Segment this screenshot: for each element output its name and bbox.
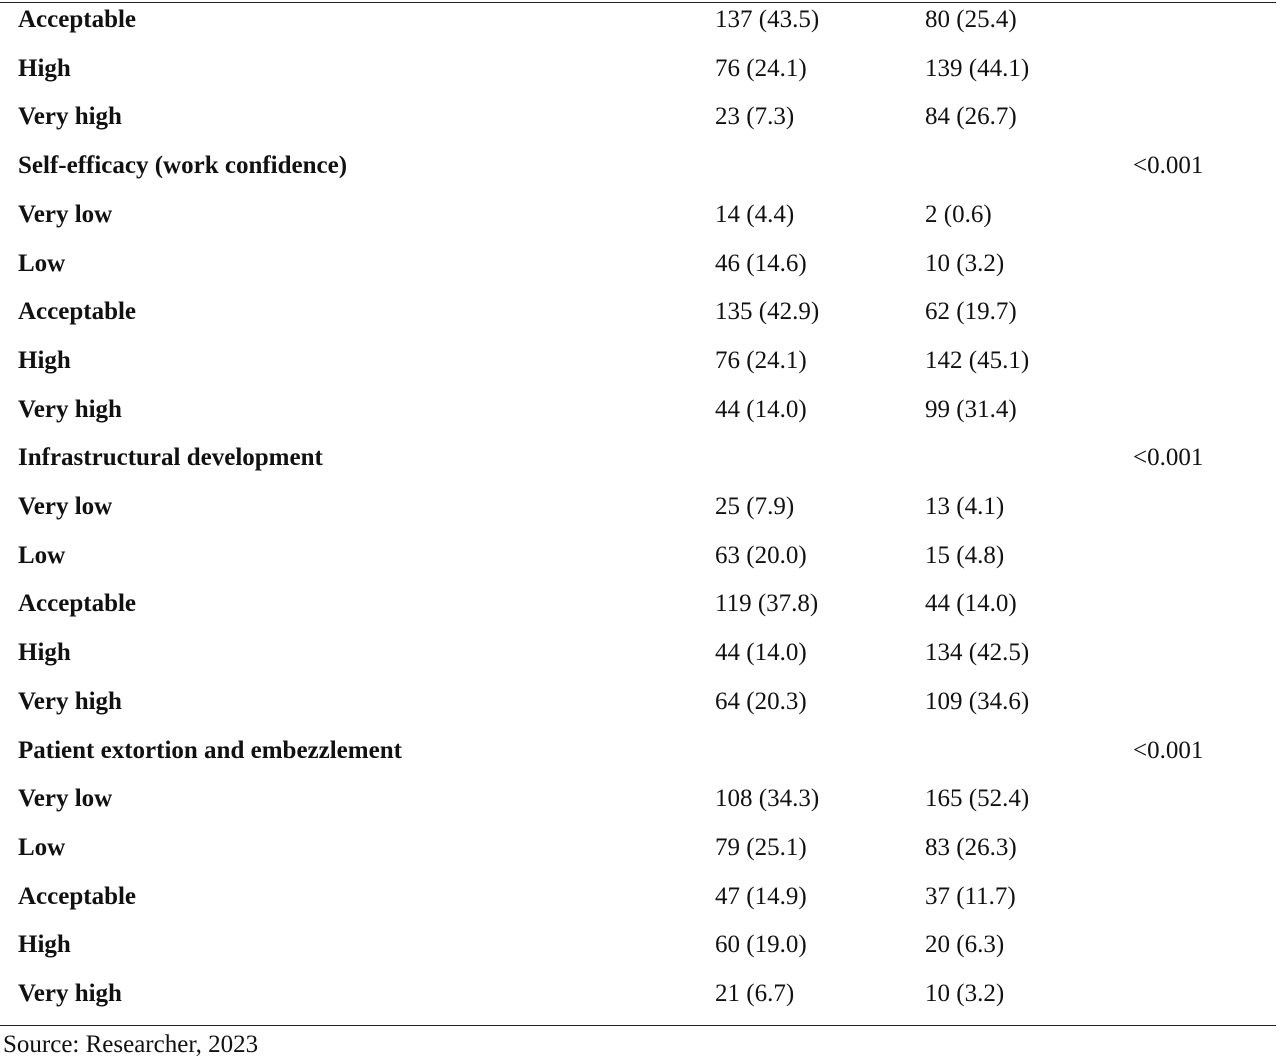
section-label: Patient extortion and embezzlement bbox=[18, 736, 402, 764]
row-label: High bbox=[18, 639, 71, 667]
column-1-value: 64 (20.3) bbox=[715, 687, 807, 715]
row-label: High bbox=[18, 54, 71, 82]
p-value: <0.001 bbox=[1133, 152, 1204, 180]
column-2-value: 165 (52.4) bbox=[925, 785, 1030, 813]
table-row: Low 46 (14.6) 10 (3.2) bbox=[0, 244, 1276, 292]
column-1-value: 25 (7.9) bbox=[715, 493, 795, 520]
table-row: Very high 64 (20.3) 109 (34.6) bbox=[0, 682, 1276, 730]
section-label: Self-efficacy (work confidence) bbox=[18, 152, 348, 180]
column-2-value: 84 (26.7) bbox=[925, 103, 1017, 131]
column-2-value: 13 (4.1) bbox=[925, 493, 1005, 520]
table-row: High 60 (19.0) 20 (6.3) bbox=[0, 925, 1276, 973]
table-row: Acceptable 119 (37.8) 44 (14.0) bbox=[0, 584, 1276, 632]
row-label: Very low bbox=[18, 493, 113, 520]
column-2-value: 62 (19.7) bbox=[925, 298, 1017, 326]
column-1-value: 46 (14.6) bbox=[715, 249, 807, 277]
source-note: Source: Researcher, 2023 bbox=[3, 1031, 259, 1058]
row-label: Low bbox=[18, 541, 66, 569]
column-1-value: 44 (14.0) bbox=[715, 395, 807, 423]
column-1-value: 119 (37.8) bbox=[715, 590, 819, 618]
row-label: Acceptable bbox=[18, 298, 137, 326]
column-1-value: 76 (24.1) bbox=[715, 346, 807, 374]
row-label: High bbox=[18, 346, 71, 374]
column-1-value: 14 (4.4) bbox=[715, 200, 795, 228]
column-1-value: 47 (14.9) bbox=[715, 882, 807, 910]
column-2-value: 80 (25.4) bbox=[925, 6, 1017, 33]
table-row: Very low 14 (4.4) 2 (0.6) bbox=[0, 195, 1276, 243]
column-1-value: 63 (20.0) bbox=[715, 541, 807, 569]
table-section-row: Infrastructural development <0.001 bbox=[0, 438, 1276, 486]
row-label: Very high bbox=[18, 687, 122, 715]
column-2-value: 134 (42.5) bbox=[925, 639, 1030, 667]
column-2-value: 44 (14.0) bbox=[925, 590, 1017, 618]
column-1-value: 76 (24.1) bbox=[715, 54, 807, 82]
row-label: Low bbox=[18, 833, 66, 861]
table-row: Very high 44 (14.0) 99 (31.4) bbox=[0, 390, 1276, 438]
column-2-value: 37 (11.7) bbox=[925, 882, 1016, 910]
column-1-value: 79 (25.1) bbox=[715, 833, 807, 861]
column-1-value: 21 (6.7) bbox=[715, 980, 795, 1007]
table-bottom-rule bbox=[0, 1025, 1276, 1026]
column-1-value: 44 (14.0) bbox=[715, 639, 807, 667]
row-label: Acceptable bbox=[18, 6, 137, 33]
row-label: Acceptable bbox=[18, 882, 137, 910]
row-label: Very low bbox=[18, 200, 113, 228]
row-label: Low bbox=[18, 249, 66, 277]
table-row: Low 63 (20.0) 15 (4.8) bbox=[0, 536, 1276, 584]
column-2-value: 99 (31.4) bbox=[925, 395, 1017, 423]
table-row: High 76 (24.1) 142 (45.1) bbox=[0, 341, 1276, 389]
row-label: Acceptable bbox=[18, 590, 137, 618]
column-1-value: 23 (7.3) bbox=[715, 103, 795, 131]
row-label: High bbox=[18, 931, 71, 959]
column-2-value: 10 (3.2) bbox=[925, 980, 1005, 1007]
p-value: <0.001 bbox=[1133, 444, 1204, 472]
table-row: Low 79 (25.1) 83 (26.3) bbox=[0, 828, 1276, 876]
column-2-value: 142 (45.1) bbox=[925, 346, 1030, 374]
row-label: Very high bbox=[18, 395, 122, 423]
column-1-value: 137 (43.5) bbox=[715, 6, 820, 33]
column-1-value: 135 (42.9) bbox=[715, 298, 820, 326]
column-2-value: 2 (0.6) bbox=[925, 200, 992, 228]
table-row: Acceptable 135 (42.9) 62 (19.7) bbox=[0, 292, 1276, 340]
column-2-value: 15 (4.8) bbox=[925, 541, 1005, 569]
table-row: Very high 21 (6.7) 10 (3.2) bbox=[0, 974, 1276, 1022]
table-row: Acceptable 47 (14.9) 37 (11.7) bbox=[0, 877, 1276, 925]
row-label: Very low bbox=[18, 785, 113, 813]
table-row: Very high 23 (7.3) 84 (26.7) bbox=[0, 97, 1276, 145]
section-label: Infrastructural development bbox=[18, 444, 323, 472]
column-2-value: 83 (26.3) bbox=[925, 833, 1017, 861]
table-top-rule bbox=[0, 2, 1276, 3]
column-2-value: 139 (44.1) bbox=[925, 54, 1030, 82]
table-row: Very low 108 (34.3) 165 (52.4) bbox=[0, 779, 1276, 827]
table-row: High 44 (14.0) 134 (42.5) bbox=[0, 633, 1276, 681]
p-value: <0.001 bbox=[1133, 736, 1204, 764]
table-row: Very low 25 (7.9) 13 (4.1) bbox=[0, 487, 1276, 535]
table-row: Acceptable 137 (43.5) 80 (25.4) bbox=[0, 0, 1276, 48]
column-2-value: 20 (6.3) bbox=[925, 931, 1005, 959]
row-label: Very high bbox=[18, 980, 122, 1007]
table-row: High 76 (24.1) 139 (44.1) bbox=[0, 49, 1276, 97]
column-2-value: 10 (3.2) bbox=[925, 249, 1005, 277]
column-1-value: 60 (19.0) bbox=[715, 931, 807, 959]
column-1-value: 108 (34.3) bbox=[715, 785, 820, 813]
column-2-value: 109 (34.6) bbox=[925, 687, 1030, 715]
row-label: Very high bbox=[18, 103, 122, 131]
table-section-row: Patient extortion and embezzlement <0.00… bbox=[0, 731, 1276, 779]
table-section-row: Self-efficacy (work confidence) <0.001 bbox=[0, 146, 1276, 194]
